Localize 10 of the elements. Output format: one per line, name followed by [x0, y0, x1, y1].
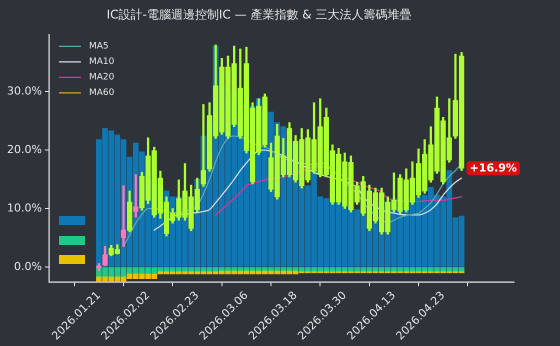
y-tick-label: 20.0% — [6, 142, 42, 156]
y-tick-label: 0.0% — [14, 260, 42, 273]
legend-label: MA20 — [88, 72, 115, 83]
legend-label: MA60 — [88, 88, 115, 98]
y-tick-label: 10.0% — [6, 201, 42, 214]
chart-title: IC設計-電腦週邊控制IC — 產業指數 & 三大法人籌碼堆疊 — [106, 7, 412, 22]
legend-label: MA10 — [88, 57, 115, 68]
legend-label: MA5 — [88, 42, 109, 52]
text: +16.9% — [470, 162, 517, 175]
y-tick-label: 30.0% — [6, 84, 42, 98]
